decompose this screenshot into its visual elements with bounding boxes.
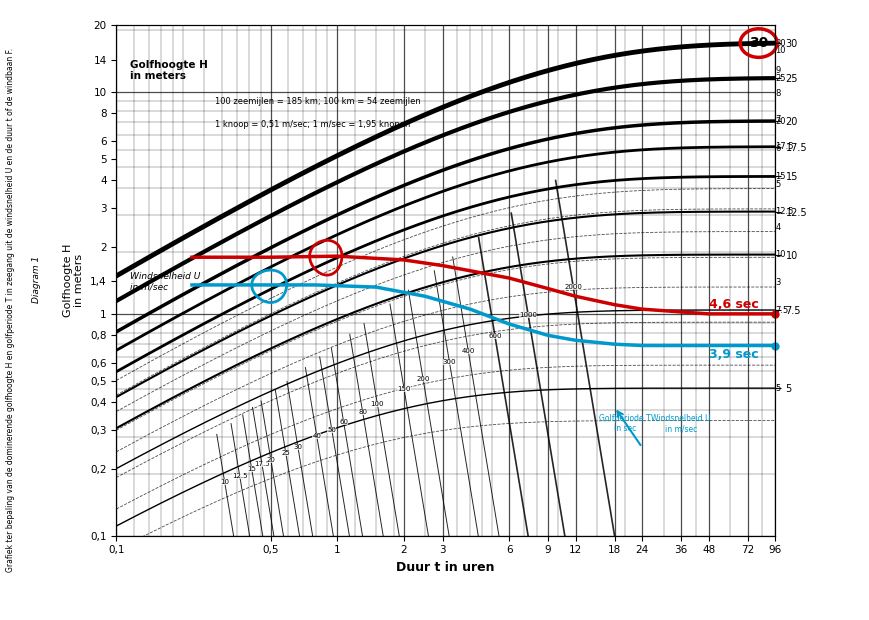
Text: 40: 40 bbox=[312, 433, 321, 440]
Text: 5: 5 bbox=[774, 384, 780, 392]
Text: 6: 6 bbox=[774, 144, 780, 154]
Text: 150: 150 bbox=[397, 386, 410, 392]
Text: 100: 100 bbox=[370, 401, 384, 407]
Text: 1000: 1000 bbox=[519, 312, 536, 318]
Text: 3: 3 bbox=[774, 278, 780, 287]
Text: 50: 50 bbox=[327, 427, 335, 433]
Y-axis label: Golfhoogte H
in meters: Golfhoogte H in meters bbox=[63, 244, 84, 317]
Text: 300: 300 bbox=[442, 359, 455, 365]
Text: 60: 60 bbox=[339, 419, 348, 425]
Text: 8: 8 bbox=[774, 89, 780, 98]
Text: 9: 9 bbox=[774, 66, 780, 75]
Text: 2000: 2000 bbox=[564, 283, 581, 290]
Text: 25: 25 bbox=[281, 450, 289, 456]
Text: 7.5: 7.5 bbox=[774, 306, 788, 314]
X-axis label: Duur t in uren: Duur t in uren bbox=[396, 561, 494, 574]
Text: 1 knoop = 0,51 m/sec; 1 m/sec = 1,95 knopen: 1 knoop = 0,51 m/sec; 1 m/sec = 1,95 kno… bbox=[215, 120, 410, 129]
Text: 30: 30 bbox=[748, 36, 767, 50]
Text: 12.5: 12.5 bbox=[774, 207, 793, 216]
Text: 30: 30 bbox=[774, 38, 786, 48]
Text: 10: 10 bbox=[220, 479, 229, 485]
Text: 15: 15 bbox=[247, 466, 255, 472]
Text: 17.5: 17.5 bbox=[254, 461, 269, 467]
Text: 600: 600 bbox=[488, 333, 501, 339]
Text: 20: 20 bbox=[774, 117, 786, 126]
Text: Windsnelheid U: Windsnelheid U bbox=[129, 272, 200, 281]
Text: 80: 80 bbox=[358, 409, 367, 415]
Text: Golfperiode T
in sec: Golfperiode T in sec bbox=[598, 414, 650, 433]
Text: 7: 7 bbox=[774, 115, 780, 124]
Text: 5: 5 bbox=[774, 180, 780, 188]
Text: 25: 25 bbox=[774, 74, 786, 82]
Text: 30: 30 bbox=[293, 444, 302, 449]
Text: in m/sec: in m/sec bbox=[129, 283, 168, 292]
Text: Diagram 1: Diagram 1 bbox=[32, 255, 41, 303]
Text: 10: 10 bbox=[774, 250, 786, 259]
Text: 100 zeemijlen = 185 km; 100 km = 54 zeemijlen: 100 zeemijlen = 185 km; 100 km = 54 zeem… bbox=[215, 97, 421, 106]
Text: Golfhoogte H
in meters: Golfhoogte H in meters bbox=[129, 60, 208, 81]
Text: 10: 10 bbox=[774, 46, 786, 55]
Text: 3,9 sec: 3,9 sec bbox=[707, 348, 758, 361]
Text: 4,6 sec: 4,6 sec bbox=[707, 298, 758, 311]
Text: Grafiek ter bepaling van de dominerende golfhoogte H en golfperiode T in zeegang: Grafiek ter bepaling van de dominerende … bbox=[6, 48, 15, 572]
Text: 12.5: 12.5 bbox=[232, 472, 247, 479]
Text: 4: 4 bbox=[774, 223, 780, 232]
Text: 17.5: 17.5 bbox=[774, 142, 793, 151]
Text: 15: 15 bbox=[774, 172, 786, 181]
Text: Windsnelheid U
in m/sec: Windsnelheid U in m/sec bbox=[651, 414, 710, 433]
Text: 200: 200 bbox=[416, 376, 429, 382]
Text: 20: 20 bbox=[266, 457, 275, 463]
Text: 400: 400 bbox=[461, 348, 474, 354]
